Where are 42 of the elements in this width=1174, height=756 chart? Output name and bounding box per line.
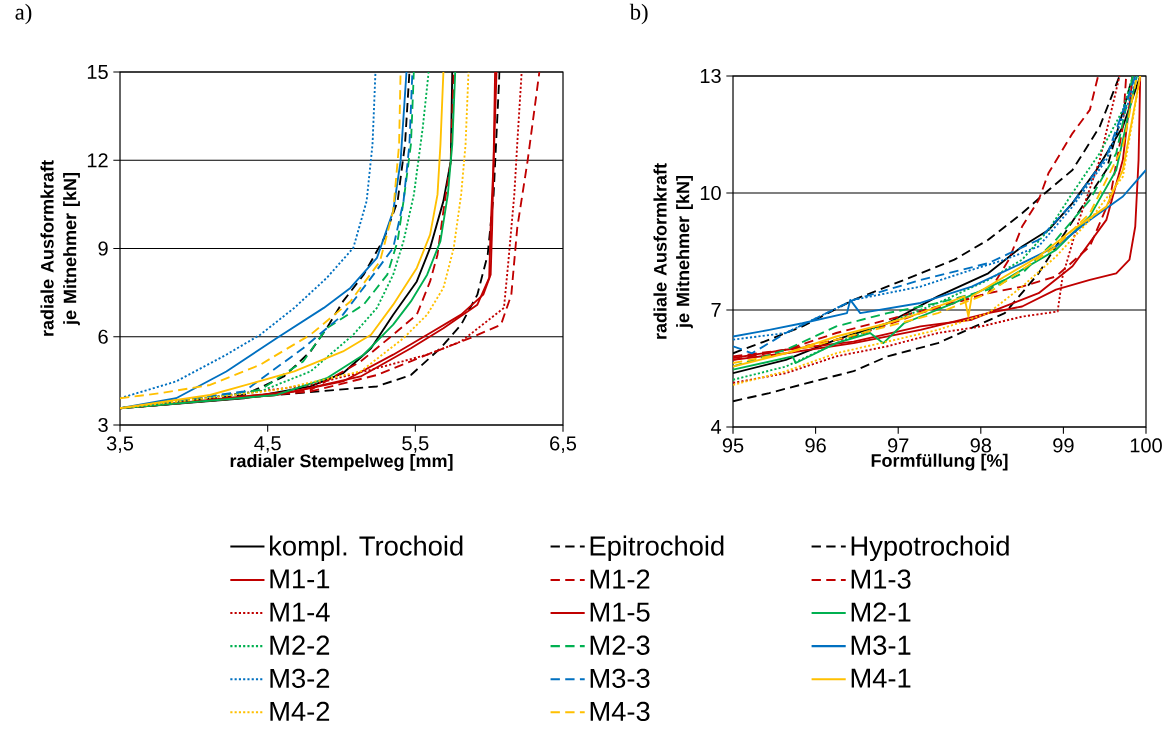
- x-tick-label: 4,5: [254, 436, 281, 453]
- legend-label: M1-5: [590, 602, 650, 622]
- x-tick-label: 6,5: [550, 436, 577, 453]
- y-axis-title: radiale Ausformkraft je Mitnehmer [kN]: [40, 160, 80, 336]
- chart-title: a): [15, 3, 32, 25]
- legend-label: M3-2: [270, 668, 330, 689]
- legend-label: kompl. Trochoid: [270, 535, 463, 562]
- legend-label: M1-4: [270, 602, 330, 622]
- legend-label: M1-2: [590, 569, 650, 589]
- legend-label: M3-1: [851, 635, 911, 655]
- legend-label: M3-3: [590, 668, 650, 689]
- chart-title: b): [629, 3, 648, 25]
- y-axis-title: radiale Ausformkraft je Mitnehmer [kN]: [653, 163, 693, 339]
- y-tick-label: 9: [98, 241, 108, 256]
- x-axis-title: radialer Stempelweg [mm]: [230, 454, 453, 471]
- y-tick-label: 15: [87, 65, 108, 79]
- x-tick-label: 100: [1130, 438, 1162, 453]
- legend-label: M1-3: [851, 569, 911, 589]
- y-tick-label: 12: [87, 153, 108, 168]
- legend-label: M2-3: [590, 635, 650, 655]
- x-tick-label: 97: [888, 438, 909, 453]
- legend-label: M2-2: [270, 635, 330, 655]
- x-tick-label: 3,5: [106, 436, 134, 453]
- y-tick-label: 4: [710, 420, 722, 434]
- legend-label: M4-2: [270, 701, 330, 721]
- y-tick-label: 6: [98, 329, 108, 344]
- x-tick-label: 5,5: [402, 436, 429, 453]
- legend-label: Hypotrochoid: [851, 535, 1009, 562]
- x-tick-label: 98: [970, 438, 992, 453]
- y-tick-label: 7: [711, 303, 721, 317]
- y-tick-label: 10: [700, 185, 721, 201]
- y-tick-label: 13: [700, 68, 721, 84]
- x-tick-label: 95: [722, 438, 744, 453]
- x-tick-label: 96: [805, 438, 826, 453]
- y-tick-label: 3: [98, 417, 108, 433]
- legend-label: M2-1: [851, 602, 911, 622]
- x-tick-label: 99: [1053, 438, 1074, 453]
- legend-label: M4-3: [590, 701, 650, 722]
- legend-label: Epitrochoid: [590, 535, 724, 562]
- x-axis-title: Formfüllung [%]: [871, 453, 1008, 471]
- legend-label: M4-1: [851, 668, 911, 688]
- legend-label: M1-1: [270, 569, 330, 589]
